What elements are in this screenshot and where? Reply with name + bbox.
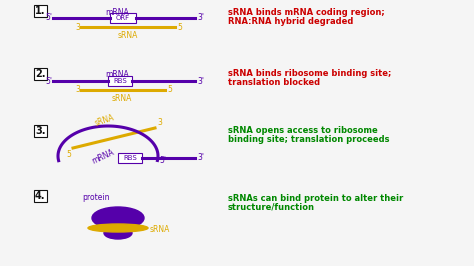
Text: ORF: ORF	[116, 15, 130, 21]
Text: 2.: 2.	[35, 69, 46, 79]
FancyBboxPatch shape	[110, 13, 136, 23]
Text: sRNA: sRNA	[94, 113, 116, 128]
Text: 3': 3'	[197, 14, 204, 23]
Text: mRNA: mRNA	[90, 148, 115, 166]
Text: 1.: 1.	[35, 6, 46, 16]
Ellipse shape	[104, 227, 132, 239]
Text: sRNA: sRNA	[112, 94, 132, 103]
Text: 4.: 4.	[35, 191, 46, 201]
Text: 5: 5	[167, 85, 172, 94]
Ellipse shape	[92, 207, 144, 229]
Text: sRNAs can bind protein to alter their: sRNAs can bind protein to alter their	[228, 194, 403, 203]
Text: 5': 5'	[45, 14, 52, 23]
Ellipse shape	[88, 224, 148, 232]
Text: 3: 3	[75, 85, 80, 94]
Text: RNA:RNA hybrid degraded: RNA:RNA hybrid degraded	[228, 17, 354, 26]
Text: 3: 3	[75, 23, 80, 31]
Text: mRNA: mRNA	[105, 8, 129, 17]
Text: 3.: 3.	[35, 126, 46, 136]
Text: structure/function: structure/function	[228, 203, 315, 212]
Text: sRNA binds ribosome binding site;: sRNA binds ribosome binding site;	[228, 69, 392, 78]
Text: sRNA binds mRNA coding region;: sRNA binds mRNA coding region;	[228, 8, 385, 17]
Text: translation blocked: translation blocked	[228, 78, 320, 87]
Text: 5': 5'	[159, 156, 166, 165]
Text: 5: 5	[177, 23, 182, 31]
FancyBboxPatch shape	[118, 153, 142, 163]
Text: sRNA: sRNA	[118, 31, 138, 40]
FancyBboxPatch shape	[108, 76, 132, 86]
Text: 3: 3	[157, 118, 162, 127]
Text: sRNA opens access to ribosome: sRNA opens access to ribosome	[228, 126, 378, 135]
Text: 5': 5'	[45, 77, 52, 85]
Text: protein: protein	[82, 193, 109, 202]
Text: sRNA: sRNA	[150, 226, 170, 235]
Text: RBS: RBS	[123, 155, 137, 161]
Text: RBS: RBS	[113, 78, 127, 84]
Text: 3': 3'	[197, 153, 204, 163]
Text: 3': 3'	[197, 77, 204, 85]
Text: binding site; translation proceeds: binding site; translation proceeds	[228, 135, 390, 144]
Text: mRNA: mRNA	[105, 70, 129, 79]
Text: 5: 5	[66, 150, 71, 159]
